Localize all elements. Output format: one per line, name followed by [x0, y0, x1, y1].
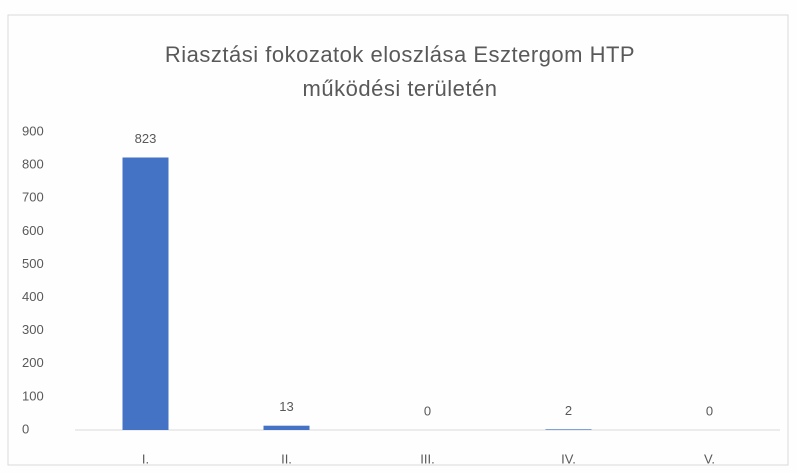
y-tick-label: 500 [22, 256, 44, 271]
x-tick-label: III. [420, 451, 434, 466]
data-label: 13 [279, 399, 293, 414]
y-tick-label: 400 [22, 289, 44, 304]
y-tick-label: 800 [22, 157, 44, 172]
y-tick-label: 600 [22, 223, 44, 238]
bar [545, 429, 592, 430]
bar [263, 425, 310, 430]
bar [122, 157, 169, 431]
data-label: 0 [424, 403, 431, 418]
x-tick-label: IV. [561, 451, 576, 466]
chart-border [7, 14, 789, 466]
y-tick-label: 200 [22, 355, 44, 370]
y-tick-label: 900 [22, 123, 44, 138]
x-tick-label: II. [281, 451, 292, 466]
x-tick-label: I. [142, 451, 149, 466]
chart-title: Riasztási fokozatok eloszlása Esztergom … [164, 42, 636, 101]
y-tick-label: 700 [22, 190, 44, 205]
data-label: 823 [135, 131, 157, 146]
y-tick-label: 100 [22, 388, 44, 403]
y-tick-label: 0 [22, 421, 29, 436]
y-tick-label: 300 [22, 322, 44, 337]
data-label: 0 [706, 403, 713, 418]
data-label: 2 [565, 403, 572, 418]
x-tick-label: V. [704, 451, 715, 466]
